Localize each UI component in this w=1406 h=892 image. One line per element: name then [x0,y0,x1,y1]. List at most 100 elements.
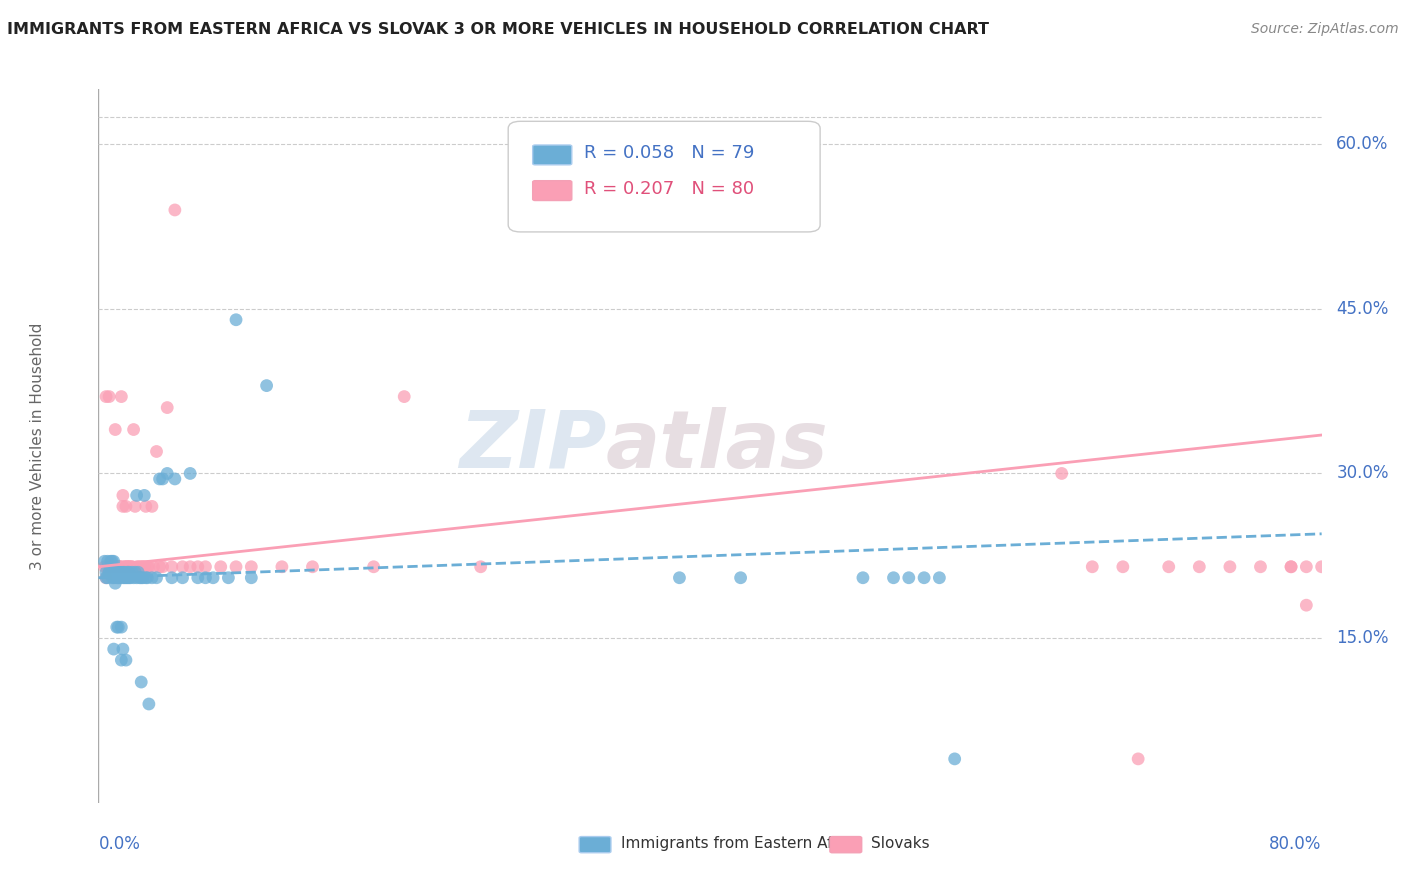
Point [112,566,135,580]
Point [128,559,150,574]
Point [134,488,156,502]
Point [187,559,209,574]
Point [105,566,128,580]
Point [98,559,121,574]
Point [97,571,120,585]
Point [668,571,690,585]
Point [104,566,127,580]
Point [94,559,117,574]
Point [101,566,124,580]
Point [118,571,141,585]
Point [152,472,174,486]
Point [127,566,149,580]
Point [120,571,142,585]
Point [108,566,131,580]
Point [98,566,121,580]
Point [112,559,135,574]
Point [134,559,156,574]
Point [1295,559,1317,574]
Point [172,559,194,574]
Point [94,390,117,404]
Point [93,554,115,568]
Point [118,559,141,574]
Point [1050,467,1073,481]
Point [135,500,157,514]
Point [100,554,122,568]
Point [94,566,117,580]
Point [149,472,172,486]
Point [104,423,127,437]
Point [103,559,125,574]
Point [103,571,125,585]
Point [1310,559,1333,574]
FancyBboxPatch shape [533,181,572,201]
Point [270,559,292,574]
Point [97,554,120,568]
Point [108,559,131,574]
Point [1081,559,1104,574]
Point [129,675,152,690]
Point [103,642,125,657]
Point [1112,559,1135,574]
Point [163,202,186,217]
Point [103,554,125,568]
Text: Slovaks: Slovaks [872,836,931,851]
Point [120,559,142,574]
Text: 15.0%: 15.0% [1336,629,1389,647]
Point [136,571,159,585]
Point [127,559,149,574]
Point [1128,752,1150,766]
Text: 60.0%: 60.0% [1336,135,1389,153]
Point [100,559,122,574]
Point [187,571,209,585]
Point [125,488,148,502]
Point [172,571,194,585]
Point [163,472,186,486]
Point [105,559,128,574]
Point [93,559,115,574]
Point [943,752,966,766]
Point [897,571,920,585]
Point [112,559,135,574]
Text: Source: ZipAtlas.com: Source: ZipAtlas.com [1251,22,1399,37]
Point [105,559,128,574]
Point [145,444,167,458]
Point [122,423,145,437]
Point [202,571,225,585]
Text: 80.0%: 80.0% [1270,835,1322,853]
Point [883,571,905,585]
Point [138,559,160,574]
Point [125,571,148,585]
Point [101,559,124,574]
Point [125,559,148,574]
Point [209,559,232,574]
Point [97,559,120,574]
Text: 0.0%: 0.0% [98,835,141,853]
Point [225,312,247,326]
Point [156,401,179,415]
Point [94,571,117,585]
Point [104,559,127,574]
Point [107,559,129,574]
Point [115,653,138,667]
Point [1249,559,1271,574]
Point [256,378,278,392]
Point [138,697,160,711]
Text: ZIP: ZIP [458,407,606,485]
Point [124,566,146,580]
Point [107,620,129,634]
Point [117,571,139,585]
Point [100,559,122,574]
Text: 30.0%: 30.0% [1336,465,1389,483]
Point [101,554,124,568]
Point [132,571,155,585]
Point [94,571,117,585]
Point [105,620,128,634]
Point [121,566,143,580]
Point [128,571,150,585]
Point [141,500,163,514]
Point [118,559,141,574]
Point [142,559,165,574]
FancyBboxPatch shape [533,145,572,165]
Point [217,571,239,585]
